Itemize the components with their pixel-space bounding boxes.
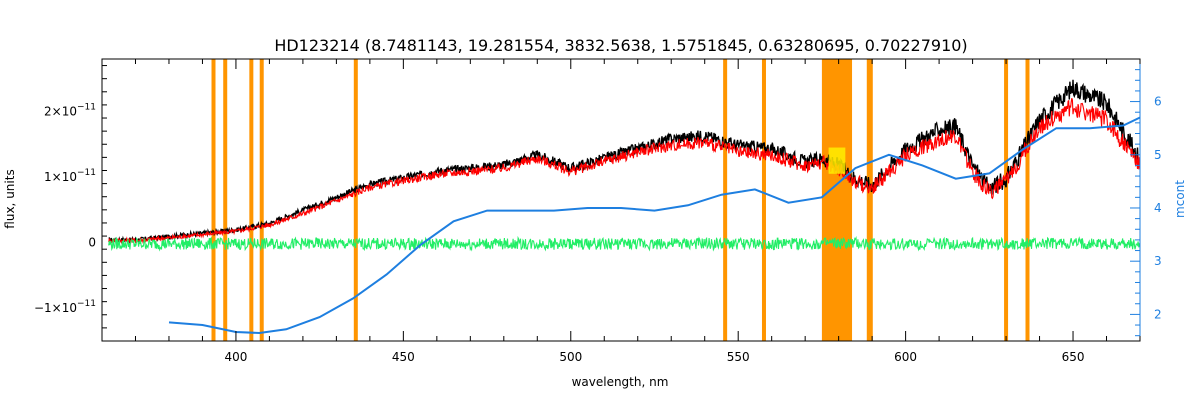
x-tick-label: 500	[559, 350, 582, 364]
y-tick-label: 2×10−11	[44, 102, 96, 118]
y2-tick-label: 3	[1154, 254, 1162, 268]
series-continuum	[168, 116, 1141, 335]
y-tick-label: 0	[88, 236, 96, 250]
chart-title: HD123214 (8.7481143, 19.281554, 3832.563…	[274, 36, 967, 55]
masked-line-8	[868, 59, 873, 341]
masked-line-7	[866, 59, 871, 341]
masked-regions	[211, 59, 1030, 341]
x-tick-label: 650	[1062, 350, 1085, 364]
x-axis-label: wavelength, nm	[572, 375, 669, 389]
plot-frame	[101, 58, 1141, 342]
masked-line-6	[761, 59, 766, 341]
y-axis-label: flux, units	[3, 169, 17, 228]
masked-line-0	[211, 59, 216, 341]
masked-line-1	[223, 59, 228, 341]
x-tick-label: 450	[392, 350, 415, 364]
y2-axis-label: mcont	[1173, 180, 1187, 218]
series-layer	[108, 79, 1141, 335]
y-tick-label: −1×10−11	[34, 299, 96, 315]
masked-line-9	[1004, 59, 1009, 341]
series-model	[108, 98, 1140, 245]
masked-line-5	[723, 59, 728, 341]
masked-line-3	[259, 59, 264, 341]
x-tick-label: 400	[224, 350, 247, 364]
masked-line-10	[1025, 59, 1030, 341]
masked-line-4	[353, 59, 358, 341]
series-residual	[108, 235, 1140, 252]
series-band-highlight	[828, 147, 846, 174]
masked-band	[821, 59, 853, 341]
y2-tick-label: 6	[1154, 95, 1162, 109]
x-tick-label: 550	[727, 350, 750, 364]
y2-tick-label: 5	[1154, 148, 1162, 162]
y-tick-label: 1×10−11	[44, 168, 96, 184]
masked-line-2	[249, 59, 254, 341]
y2-tick-label: 2	[1154, 307, 1162, 321]
axes: 400 450 500 550 600 650 −1×10−11 0 1×10−11 2×10−1…	[34, 58, 1162, 364]
x-tick-label: 600	[894, 350, 917, 364]
y2-tick-label: 4	[1154, 201, 1162, 215]
